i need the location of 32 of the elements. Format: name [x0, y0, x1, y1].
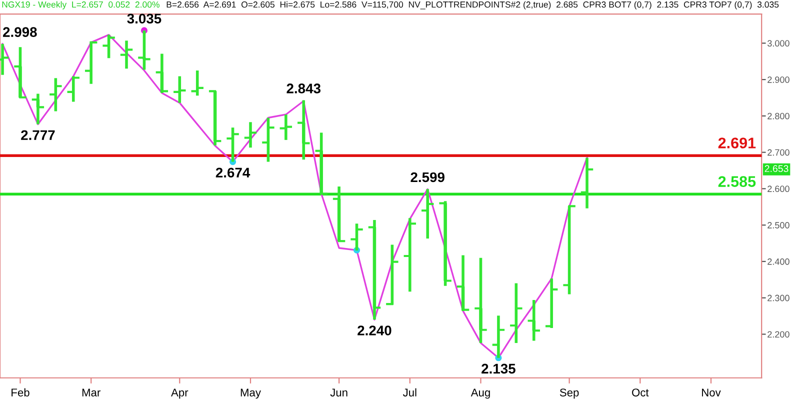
y-tick-label: 3.000 — [768, 40, 790, 47]
annotation: 2.843 — [286, 84, 321, 94]
x-tick-label: Nov — [702, 388, 721, 396]
y-tick-label: 2.300 — [768, 294, 790, 302]
annotation: 2.240 — [358, 326, 392, 336]
y-tick-label: 2.900 — [768, 76, 790, 83]
x-tick-label: Feb — [12, 388, 30, 396]
x-tick-label: Aug — [470, 388, 490, 399]
annotation: 2.674 — [216, 168, 250, 178]
annotation: 2.653 — [764, 165, 788, 172]
annotation: 2.998 — [3, 27, 37, 37]
y-tick-label: 2.200 — [768, 331, 790, 338]
x-tick-label: May — [240, 388, 261, 399]
chart-subtitle: B=2.656 A=2.691 O=2.605 Hi=2.675 Lo=2.586 V=115,700 NV_PLOTTRENDPOINTS#2 (2,true) 2.685 CPR3 BOT7 (0,7) 2.135 CPR3 TOP7 (0,7) 3.035 — [166, 1, 779, 10]
y-tick-label: 2.800 — [768, 112, 790, 120]
x-tick-label: Jul — [402, 388, 416, 396]
chart-title: NGX19 - Weekly L=2.657 0.052 2.00% — [2, 1, 160, 10]
annotation: 2.777 — [21, 130, 55, 140]
x-tick-label: Mar — [82, 388, 100, 396]
y-tick-label: 2.400 — [768, 258, 790, 265]
annotation: 2.599 — [410, 172, 444, 182]
ref-line-label: 2.691 — [718, 138, 756, 148]
ref-line-label: 2.585 — [718, 176, 756, 187]
x-tick-label: Oct — [632, 388, 649, 396]
y-tick-label: 2.500 — [768, 222, 790, 228]
x-tick-label: Apr — [171, 388, 188, 399]
annotation: 3.035 — [127, 14, 162, 24]
x-tick-label: Sep — [560, 388, 579, 399]
y-tick-label: 2.700 — [768, 149, 790, 156]
annotation: 2.135 — [482, 364, 516, 374]
y-tick-label: 2.600 — [768, 186, 790, 192]
x-tick-label: Jun — [330, 388, 348, 396]
